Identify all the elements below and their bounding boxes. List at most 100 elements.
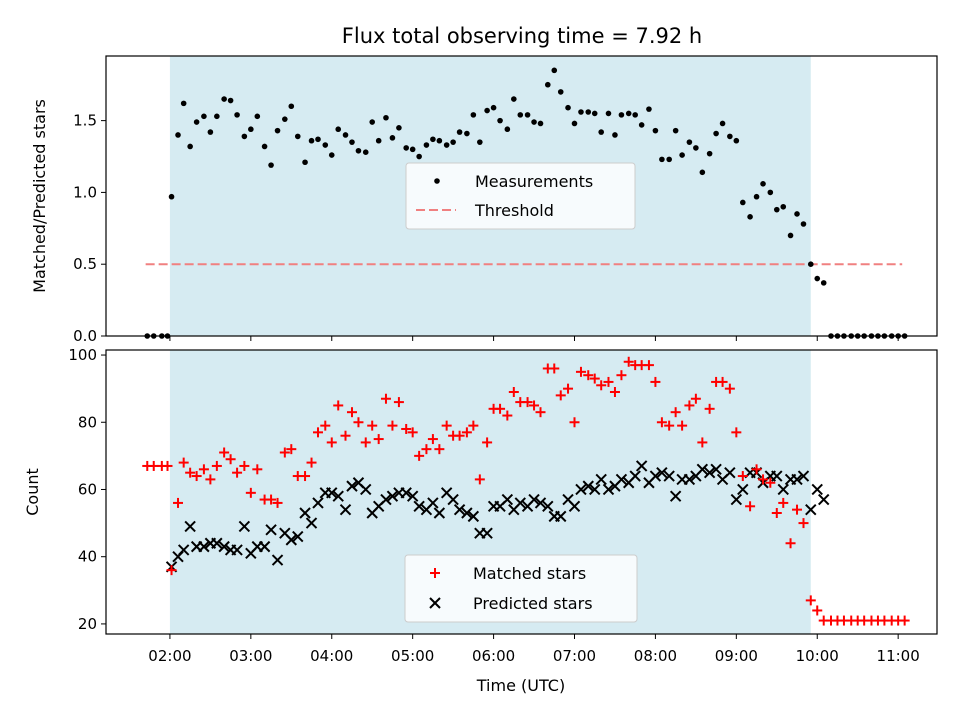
chart-title: Flux total observing time = 7.92 h — [342, 24, 702, 48]
predicted-star-point — [656, 466, 668, 479]
bottom-y-tick-label: 80 — [78, 413, 97, 431]
predicted-star-point — [481, 527, 493, 539]
matched-star-point — [474, 474, 485, 485]
matched-star-point — [306, 457, 317, 468]
predicted-star-point — [501, 493, 514, 506]
predicted-star-point — [312, 497, 324, 509]
matched-star-point — [535, 407, 546, 418]
matched-star-point — [266, 494, 277, 505]
predicted-star-point — [777, 483, 789, 496]
matched-star-point — [286, 444, 297, 455]
matched-star-point — [697, 437, 708, 448]
measurement-point — [672, 127, 679, 134]
matched-star-point — [326, 437, 337, 448]
legend-matched-marker — [430, 568, 440, 578]
predicted-star-point — [595, 473, 607, 486]
matched-star-point — [414, 450, 425, 461]
measurement-point — [760, 180, 766, 187]
top-legend: Measurements Threshold — [405, 162, 636, 230]
measurement-point — [248, 126, 254, 133]
predicted-star-point — [299, 507, 311, 519]
predicted-star-point — [534, 497, 547, 509]
measurement-point — [652, 127, 659, 134]
measurement-point — [659, 156, 665, 163]
predicted-star-point — [292, 530, 304, 543]
predicted-star-point — [326, 487, 338, 499]
predicted-star-point — [184, 520, 196, 533]
predicted-star-point — [177, 544, 190, 556]
measurement-point — [396, 124, 402, 131]
predicted-star-point — [386, 490, 399, 502]
measurement-point — [261, 143, 268, 150]
matched-star-point — [421, 444, 432, 455]
predicted-star-point — [555, 510, 567, 523]
predicted-star-point — [461, 507, 473, 519]
predicted-star-point — [649, 470, 662, 482]
matched-star-point — [805, 595, 816, 606]
measurement-point — [638, 122, 645, 128]
matched-star-point — [731, 427, 742, 438]
matched-star-point — [225, 454, 236, 465]
measurement-point — [464, 130, 470, 137]
predicted-star-point — [602, 483, 615, 496]
matched-star-point — [482, 437, 493, 448]
matched-star-point — [393, 397, 404, 408]
measurement-point — [740, 199, 746, 206]
matched-star-point — [360, 437, 371, 448]
measurement-point — [807, 261, 814, 268]
matched-star-point — [575, 366, 586, 377]
measurement-point — [747, 214, 753, 220]
bottom-x-axis: 02:00 03:00 04:00 05:00 06:00 07:00 08:00 09:00… — [148, 634, 920, 665]
predicted-star-point — [696, 463, 709, 476]
bottom-x-tick-label: 10:00 — [796, 647, 839, 665]
measurement-point — [187, 143, 193, 150]
measurement-point — [375, 137, 382, 144]
measurement-point — [470, 112, 477, 118]
top-y-axis-label: Matched/Predicted stars — [30, 99, 49, 293]
matched-star-point — [333, 400, 344, 411]
matched-star-point — [373, 434, 384, 445]
matched-star-point — [461, 427, 472, 438]
matched-star-point — [778, 497, 789, 508]
measurement-point — [625, 110, 632, 117]
predicted-star-point — [737, 483, 749, 496]
predicted-star-point — [615, 473, 628, 486]
measurement-point — [335, 126, 342, 133]
matched-star-point — [232, 467, 243, 478]
predicted-star-point — [589, 483, 601, 496]
matched-star-point — [563, 383, 574, 394]
legend-measurements-marker — [434, 178, 440, 184]
measurement-point — [175, 132, 181, 138]
measurement-point — [713, 130, 719, 137]
bottom-y-tick-label: 60 — [78, 480, 97, 498]
legend-threshold-label: Threshold — [474, 201, 554, 220]
bottom-plot-frame — [105, 349, 938, 635]
measurement-point — [618, 112, 625, 118]
predicted-star-point — [575, 483, 587, 496]
predicted-star-point — [406, 490, 419, 502]
measurement-point — [355, 147, 362, 154]
predicted-star-point — [797, 470, 810, 482]
measurement-point — [517, 112, 524, 118]
predicted-star-point — [528, 493, 540, 506]
matched-star-point — [340, 430, 351, 441]
measurement-point — [342, 132, 349, 138]
matched-star-point — [205, 474, 216, 485]
matched-star-point — [670, 407, 681, 418]
matched-star-point — [569, 417, 580, 428]
matched-star-point — [239, 460, 250, 471]
predicted-star-point — [238, 520, 251, 533]
measurement-point — [294, 133, 301, 140]
matched-star-point — [211, 460, 222, 471]
predicted-star-point — [771, 470, 783, 482]
measurement-point — [430, 136, 436, 143]
measurement-point — [436, 137, 443, 144]
measurement-point — [612, 132, 618, 138]
measurement-point — [362, 149, 369, 156]
predicted-star-point — [663, 470, 675, 482]
matched-star-point — [555, 390, 566, 401]
measurement-point — [780, 203, 787, 210]
predicted-star-point — [198, 540, 210, 553]
measurement-point — [193, 119, 200, 125]
